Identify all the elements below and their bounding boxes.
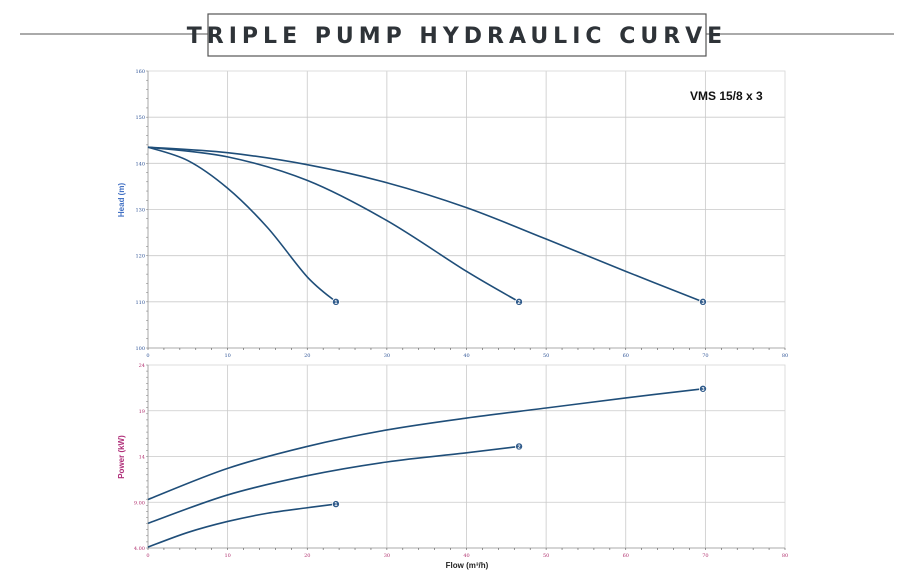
head-y-tick-label: 130 <box>135 208 145 214</box>
power-curve-marker-label: 2 <box>518 444 521 450</box>
head-curve-end-marker <box>698 297 707 306</box>
power-x-tick-label: 80 <box>782 553 788 559</box>
power-x-tick-label: 30 <box>384 553 390 559</box>
power-curve-series-3 <box>147 387 704 501</box>
head-curves: 1 2 3 <box>147 146 707 306</box>
power-y-tick-label: 24 <box>139 363 145 369</box>
head-curve-series-1 <box>147 146 337 303</box>
power-x-tick-label: 10 <box>224 553 230 559</box>
power-x-tick-label: 0 <box>146 553 149 559</box>
model-label: VMS 15/8 x 3 <box>690 89 763 103</box>
head-panel: 0 10 20 30 40 50 60 70 80 100 110 120 130 140 150 160 1… <box>117 69 788 359</box>
head-y-tick-label: 140 <box>135 161 145 167</box>
power-y-tick-label: 4.00 <box>134 546 145 552</box>
power-y-tick-label: 19 <box>139 409 145 415</box>
head-y-tick-label: 100 <box>135 346 145 352</box>
power-x-tick-label: 40 <box>463 553 469 559</box>
head-x-tick-label: 20 <box>304 353 310 359</box>
head-x-tick-label: 70 <box>702 353 708 359</box>
power-x-tick-label: 60 <box>623 553 629 559</box>
head-curve-series-3 <box>147 146 704 303</box>
power-ticks: 0 10 20 30 40 50 60 70 80 4.00 9.00 14 19 24 <box>134 363 788 559</box>
head-curve-marker-label: 1 <box>334 300 337 306</box>
head-x-tick-label: 50 <box>543 353 549 359</box>
power-curves: 1 2 3 <box>147 384 707 548</box>
head-y-tick-label: 110 <box>135 300 145 306</box>
head-x-tick-label: 30 <box>384 353 390 359</box>
head-x-tick-label: 80 <box>782 353 788 359</box>
flow-axis-label: Flow (m³/h) <box>446 561 489 570</box>
power-grid <box>148 365 785 548</box>
head-x-tick-label: 0 <box>146 353 149 359</box>
head-y-tick-label: 160 <box>135 69 145 75</box>
head-x-tick-label: 40 <box>463 353 469 359</box>
power-curve-series-1 <box>147 503 337 548</box>
head-grid <box>148 71 785 348</box>
power-panel: 0 10 20 30 40 50 60 70 80 4.00 9.00 14 19 24 1 2 3 Powe… <box>117 363 788 570</box>
head-curve-marker-label: 3 <box>701 300 704 306</box>
head-curve-end-marker <box>515 297 524 306</box>
head-y-tick-label: 150 <box>135 115 145 121</box>
head-y-tick-label: 120 <box>135 254 145 260</box>
head-curve-end-marker <box>331 297 340 306</box>
head-ticks: 0 10 20 30 40 50 60 70 80 100 110 120 130 140 150 160 <box>135 69 788 359</box>
power-x-tick-label: 70 <box>702 553 708 559</box>
head-curve-marker-label: 2 <box>518 300 521 306</box>
power-curve-end-marker <box>698 384 707 393</box>
power-axis-label: Power (kW) <box>117 435 126 479</box>
power-curve-series-2 <box>147 445 520 525</box>
chart-title: TRIPLE PUMP HYDRAULIC CURVE <box>187 24 727 49</box>
power-y-tick-label: 9.00 <box>134 500 145 506</box>
power-curve-end-marker <box>331 500 340 509</box>
head-axis-label: Head (m) <box>117 183 126 218</box>
title-banner: TRIPLE PUMP HYDRAULIC CURVE <box>20 13 894 57</box>
head-x-tick-label: 10 <box>224 353 230 359</box>
head-curve-series-2 <box>147 146 520 303</box>
title-box <box>207 13 707 57</box>
power-curve-end-marker <box>515 442 524 451</box>
power-x-tick-label: 50 <box>543 553 549 559</box>
power-y-tick-label: 14 <box>139 455 145 461</box>
head-x-tick-label: 60 <box>623 353 629 359</box>
power-x-tick-label: 20 <box>304 553 310 559</box>
power-curve-marker-label: 3 <box>701 387 704 393</box>
power-curve-marker-label: 1 <box>334 502 337 508</box>
